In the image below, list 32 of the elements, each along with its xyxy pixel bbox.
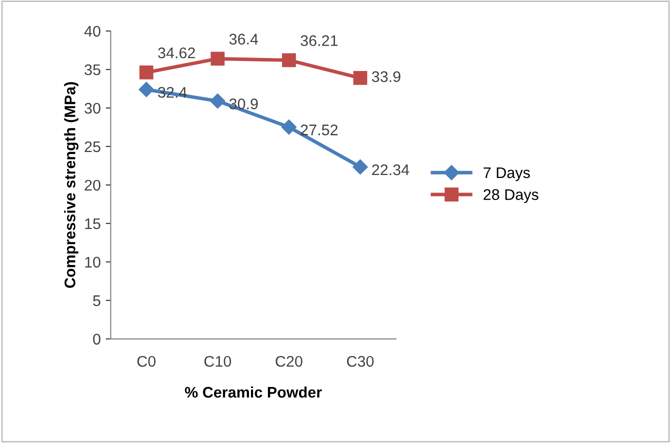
y-tick-label: 40 (84, 26, 100, 37)
point (282, 53, 296, 68)
point (138, 82, 154, 98)
x-tick-label: C0 (137, 356, 156, 367)
legend-label: 28 Days (484, 189, 538, 204)
point (353, 71, 368, 85)
x-tick-label: C10 (204, 356, 232, 367)
x-tick-label: C20 (276, 356, 302, 367)
point (281, 120, 297, 135)
y-tick-label: 0 (93, 334, 100, 345)
y-axis-title: Compressive strength (MPa) (64, 82, 78, 288)
point (210, 93, 226, 109)
legend-label: 7 Days (484, 167, 530, 182)
data-label: 27.52 (300, 124, 338, 136)
point (139, 65, 154, 80)
point (352, 159, 368, 175)
data-label: 36.4 (229, 34, 258, 45)
x-axis-title: % Ceramic Powder (184, 386, 322, 398)
y-tick-label: 20 (84, 180, 100, 191)
y-tick-label: 15 (85, 218, 100, 230)
y-tick-label: 10 (85, 256, 100, 268)
data-label: 33.9 (372, 71, 400, 82)
x-tick-label: C30 (347, 356, 374, 367)
data-label: 30.9 (229, 98, 258, 110)
y-tick-label: 5 (93, 295, 100, 306)
data-label: 22.34 (372, 164, 410, 176)
y-tick-label: 30 (84, 102, 100, 114)
y-tick-label: 35 (84, 64, 100, 76)
data-label: 34.62 (158, 47, 195, 58)
y-tick-label: 25 (84, 141, 100, 152)
point (210, 52, 225, 66)
data-label: 36.21 (300, 35, 338, 46)
